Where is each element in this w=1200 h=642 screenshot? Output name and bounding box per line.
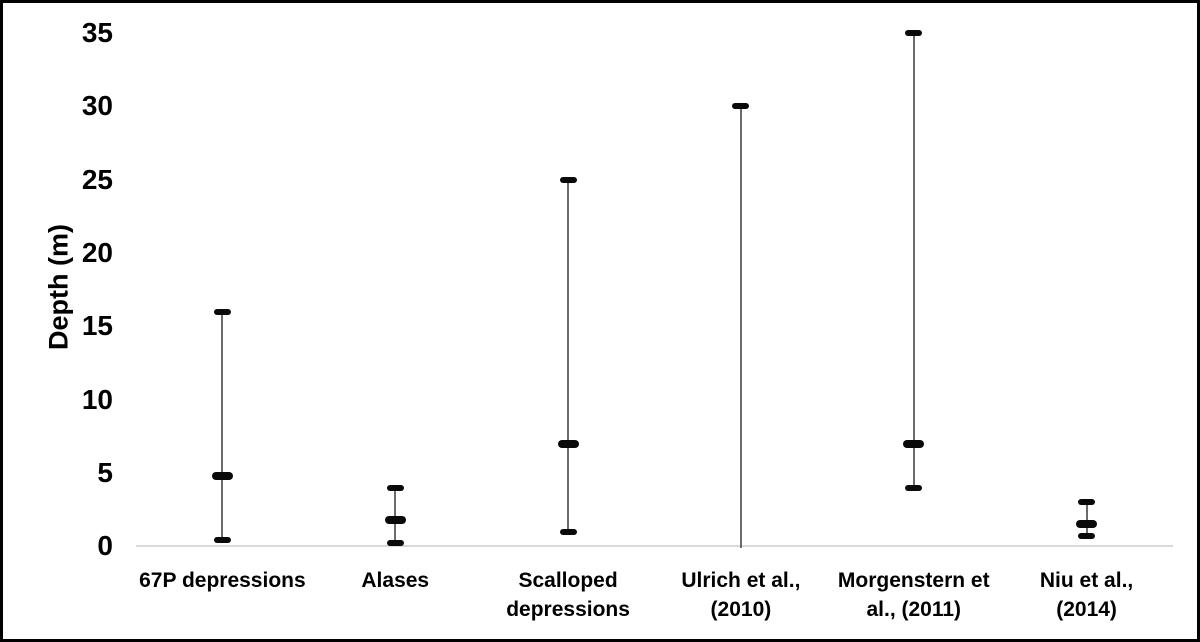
y-tick-label: 20 <box>81 237 113 268</box>
mean-marker <box>384 515 406 524</box>
x-category-label: Alases <box>361 569 430 592</box>
x-axis-line <box>136 545 1173 548</box>
range-line <box>567 179 570 534</box>
max-cap <box>559 176 577 183</box>
min-cap <box>1078 533 1096 540</box>
mean-marker <box>557 439 579 448</box>
x-category-label: Scalloped depressions <box>506 569 630 621</box>
mean-marker <box>903 439 925 448</box>
mean-marker <box>1076 520 1098 529</box>
max-cap <box>213 308 231 315</box>
max-cap <box>1078 499 1096 506</box>
y-tick-label: 5 <box>97 456 113 488</box>
max-cap <box>386 484 404 491</box>
max-cap <box>732 103 750 110</box>
min-cap <box>905 484 923 491</box>
y-tick-label: 0 <box>97 530 113 562</box>
y-tick-label: 30 <box>81 90 113 122</box>
range-line <box>912 33 915 490</box>
x-category-label: 67P depressions <box>139 569 306 592</box>
y-tick-label: 10 <box>81 383 113 415</box>
range-line <box>1085 502 1088 539</box>
y-tick-label: 15 <box>81 310 113 342</box>
min-cap <box>386 539 404 546</box>
mean-marker <box>211 471 233 480</box>
y-tick-label: 35 <box>81 17 113 49</box>
y-tick-label: 25 <box>81 163 113 195</box>
min-cap <box>559 528 577 535</box>
max-cap <box>905 30 923 37</box>
x-category-label: Niu et al., (2014) <box>1039 569 1134 621</box>
range-line <box>739 106 742 549</box>
x-category-label: Ulrich et al., (2010) <box>681 569 801 621</box>
range-line <box>221 311 224 543</box>
x-category-label: Morgenstern et al., (2011) <box>837 569 990 621</box>
min-cap <box>213 537 231 544</box>
